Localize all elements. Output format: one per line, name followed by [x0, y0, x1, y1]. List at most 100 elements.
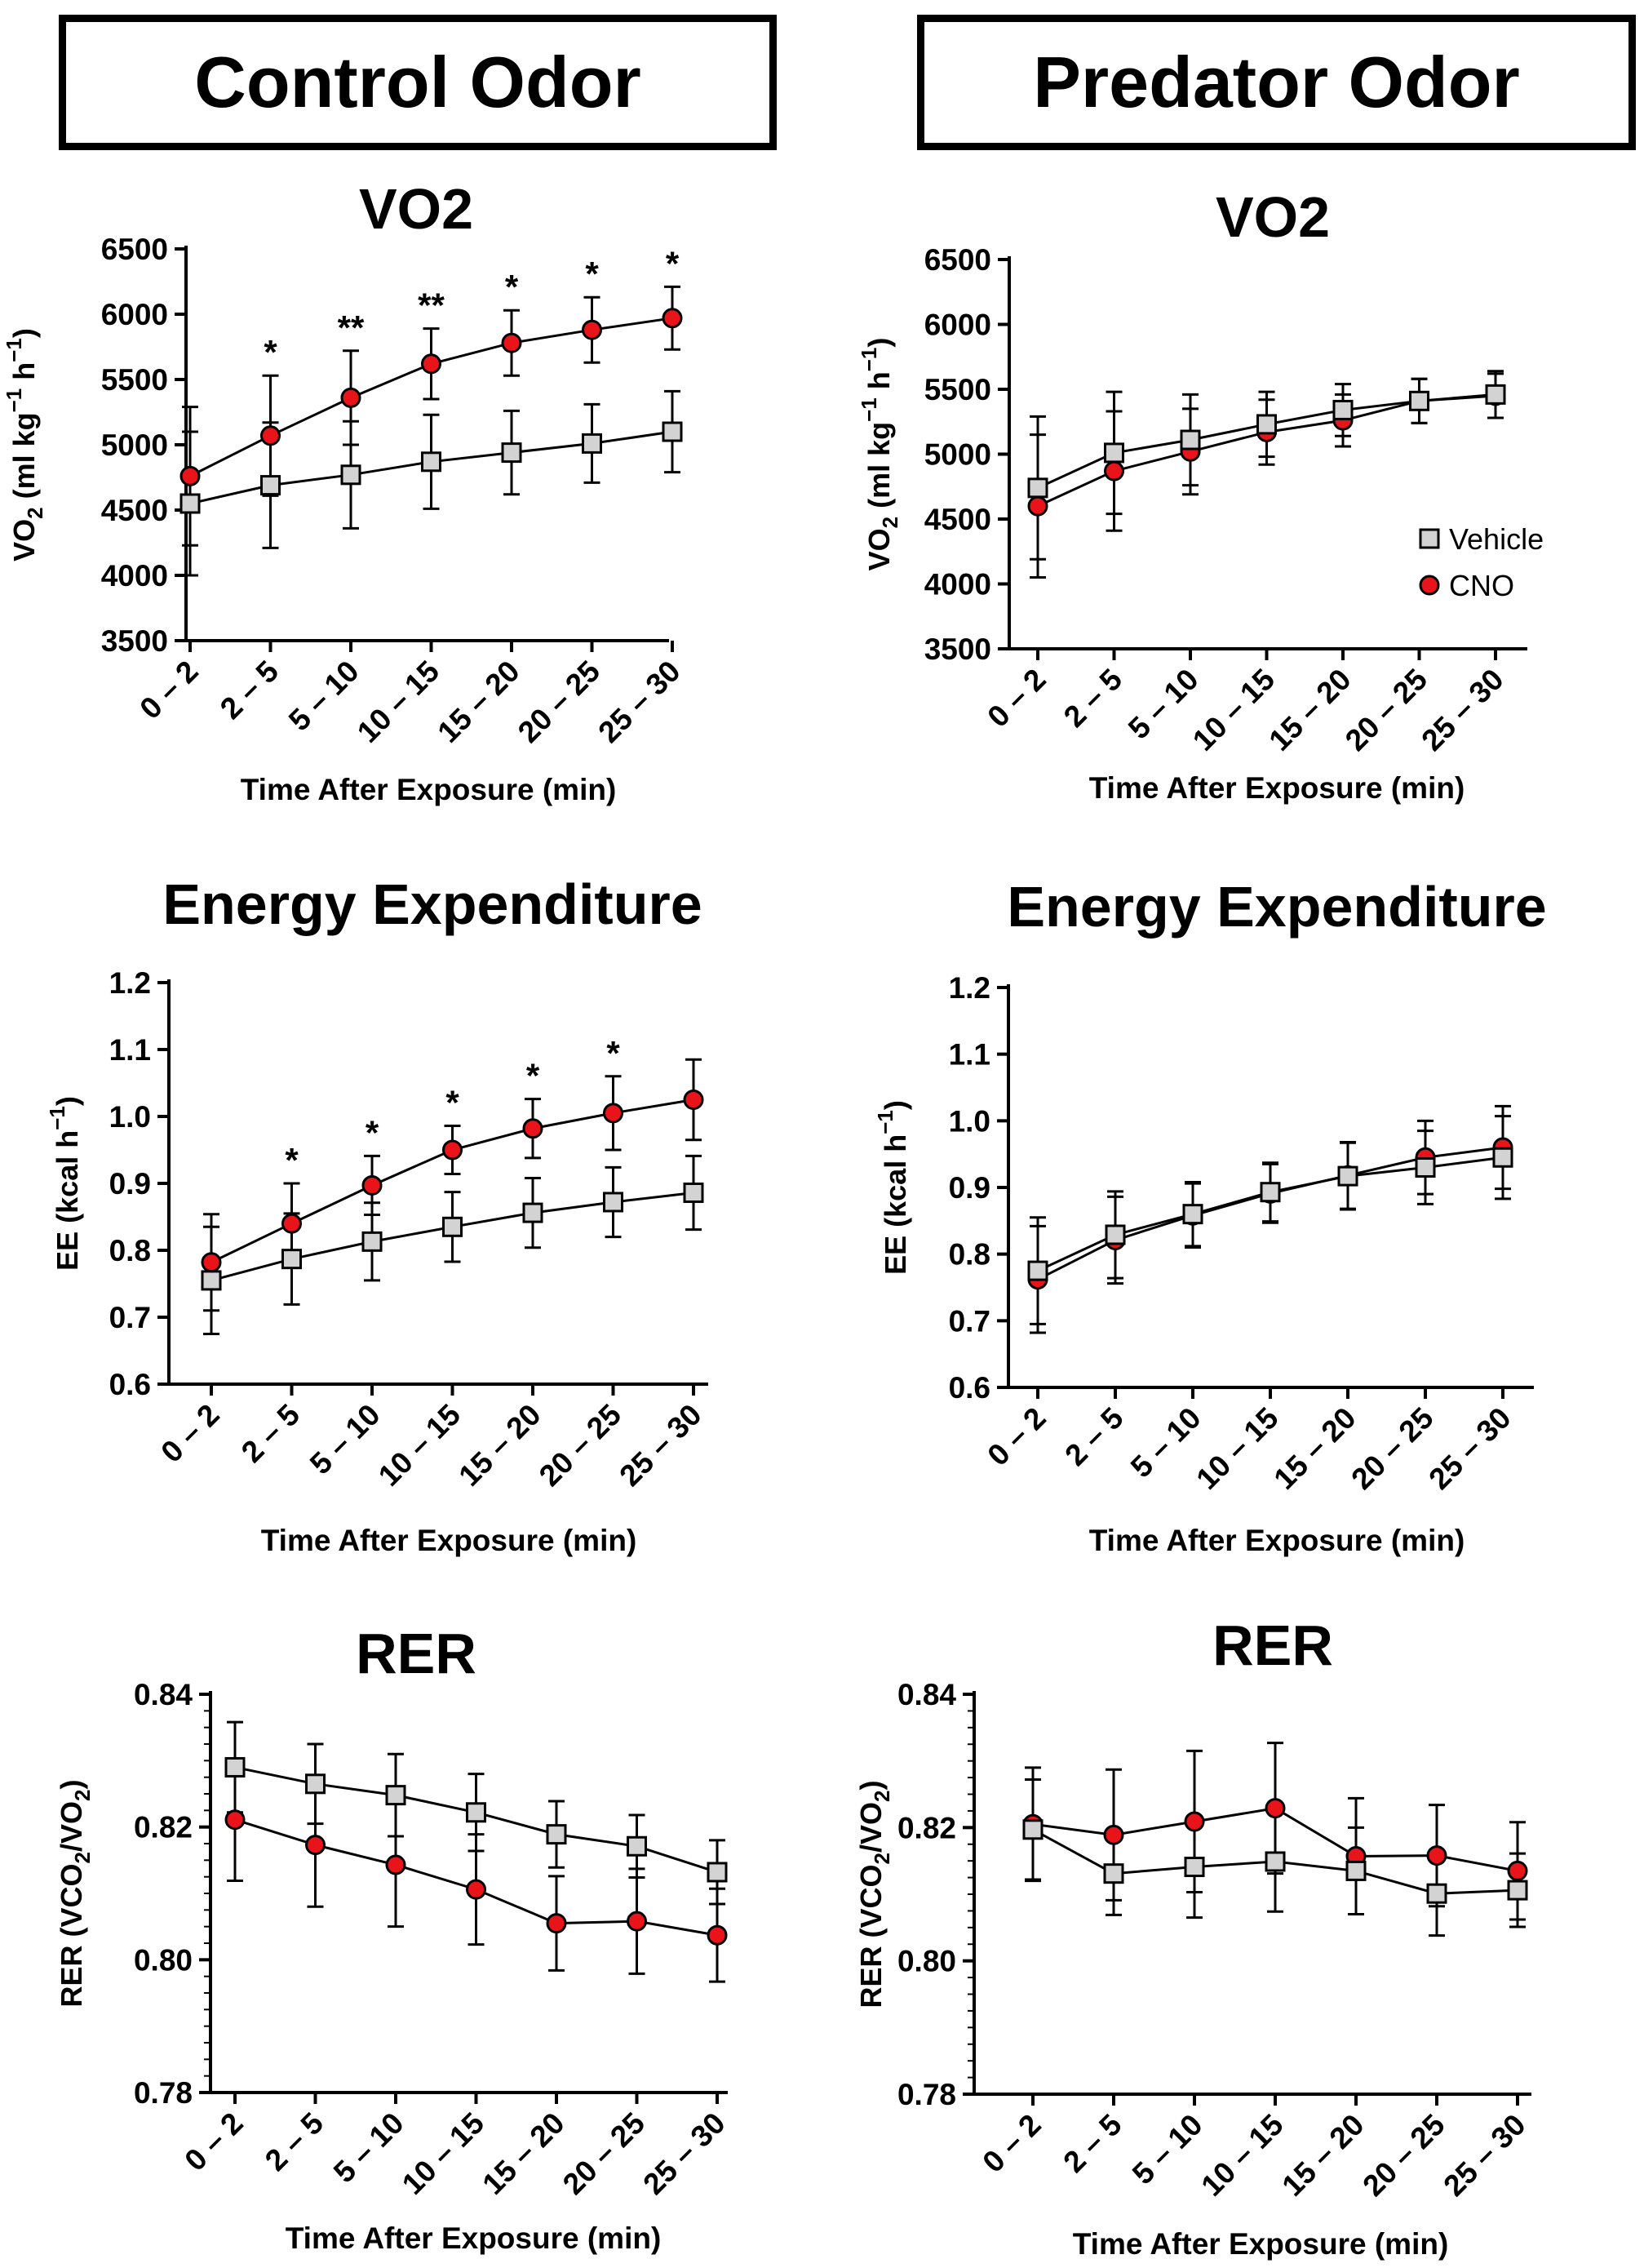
y-tick-label: 4500 [101, 494, 168, 527]
vehicle-marker [1260, 1182, 1281, 1203]
x-tick-label: 0 – 2 [154, 1398, 225, 1469]
control-odor-header: Control Odor [59, 15, 777, 150]
y-tick-label: 0.80 [134, 1943, 193, 1977]
vehicle-marker [627, 1835, 647, 1857]
x-tick-label: 15 – 20 [476, 2106, 570, 2201]
vehicle-marker [1265, 1851, 1286, 1872]
cno-marker [421, 353, 441, 375]
vehicle-marker [1105, 1224, 1126, 1245]
y-axis-label-part: −1 [45, 1106, 69, 1130]
vehicle-marker [1332, 399, 1354, 420]
x-tick-label: 0 – 2 [981, 1401, 1052, 1472]
series-vehicle [182, 389, 680, 577]
chart-title: Energy Expenditure [1007, 875, 1546, 939]
y-axis-label-part: h [862, 371, 896, 397]
vehicle-marker [1256, 414, 1277, 435]
x-tick-label: 10 – 15 [1190, 1401, 1284, 1496]
vehicle-marker [546, 1824, 567, 1845]
y-tick-label: 1.2 [949, 971, 990, 1005]
vehicle-marker [340, 464, 361, 486]
y-tick-label: 3500 [101, 624, 168, 658]
cno-marker [340, 387, 361, 408]
vehicle-marker [1485, 384, 1506, 405]
y-axis-label-part: ) [862, 338, 896, 348]
x-tick-label: 0 – 2 [178, 2106, 249, 2177]
vehicle-marker [1337, 1165, 1358, 1187]
cno-marker [260, 425, 281, 446]
y-axis-label-part: /VO [854, 1802, 888, 1853]
x-tick-label: 15 – 20 [431, 655, 525, 749]
cno-marker [1507, 1860, 1528, 1881]
y-axis-label-part: 2 [23, 507, 47, 518]
x-tick-label: 10 – 15 [1194, 2108, 1289, 2203]
y-tick-label: 0.8 [109, 1234, 151, 1267]
cno-marker [627, 1911, 647, 1932]
cno-marker [1104, 460, 1124, 482]
predator-ee-chart: Energy Expenditure 0.6 0.7 0.8 0.9 1.0 1.1 1.2 0… [873, 875, 1547, 1557]
vehicle-marker [1180, 429, 1201, 450]
x-tick-label: 25 – 30 [1415, 663, 1509, 757]
y-axis-label: EE (kcal h−1) [873, 1100, 912, 1275]
cno-marker [305, 1835, 326, 1856]
x-tick-label: 10 – 15 [396, 2106, 490, 2201]
vehicle-marker [466, 1802, 486, 1823]
cno-marker [361, 1174, 383, 1196]
vehicle-marker [421, 451, 441, 473]
y-tick-label: 0.7 [109, 1301, 151, 1334]
x-tick-label: 0 – 2 [981, 663, 1052, 734]
cno-marker [1265, 1798, 1286, 1819]
x-tick-label: 20 – 25 [556, 2106, 651, 2201]
cno-marker [1103, 1824, 1124, 1845]
significance-star: ** [418, 286, 445, 325]
cno-marker [707, 1924, 728, 1946]
predator-odor-title: Predator Odor [1033, 42, 1520, 122]
significance-star: * [666, 244, 680, 282]
vehicle-marker [179, 493, 201, 514]
y-tick-label: 0.82 [134, 1811, 193, 1844]
y-tick-label: 0.9 [949, 1171, 990, 1205]
x-tick-label: 25 – 30 [636, 2106, 731, 2201]
vehicle-marker [1103, 1863, 1124, 1884]
cno-marker [1027, 495, 1048, 517]
y-tick-label: 1.2 [109, 966, 151, 1000]
y-tick-label: 1.1 [109, 1033, 151, 1067]
cno-marker [281, 1213, 302, 1234]
vehicle-marker [522, 1202, 543, 1223]
y-axis-label-part: ) [51, 1096, 84, 1106]
cno-marker [501, 332, 522, 353]
vehicle-marker [603, 1192, 623, 1213]
y-tick-label: 0.82 [897, 1811, 956, 1844]
significance-star: * [366, 1113, 379, 1152]
x-tick-label: 25 – 30 [1422, 1401, 1517, 1496]
y-tick-label: 0.7 [949, 1304, 990, 1338]
y-tick-label: 0.6 [949, 1371, 990, 1405]
cno-marker [546, 1913, 567, 1934]
x-tick-label: 25 – 30 [592, 655, 686, 749]
vehicle-marker [201, 1270, 222, 1291]
cno-marker [603, 1103, 623, 1124]
y-tick-label: 4000 [924, 568, 991, 601]
vehicle-marker [442, 1216, 463, 1237]
chart-title: RER [356, 1622, 476, 1685]
y-axis-label: RER (VCO2/VO2) [55, 1780, 95, 2008]
y-axis-label-part: (ml kg [862, 422, 896, 517]
vehicle-marker [1492, 1147, 1513, 1168]
vehicle-marker [707, 1862, 728, 1883]
y-tick-label: 0.84 [134, 1678, 193, 1711]
y-axis-label-part: 2 [70, 1852, 95, 1863]
significance-star: * [526, 1057, 540, 1095]
y-axis-label-part: VO [862, 528, 896, 570]
significance-star: ** [338, 308, 365, 347]
vehicle-marker [1184, 1857, 1205, 1878]
y-tick-label: 5500 [924, 373, 991, 406]
y-tick-label: 4000 [101, 559, 168, 593]
control-odor-title: Control Odor [194, 42, 641, 122]
y-axis-label-part: /VO [55, 1801, 88, 1852]
x-tick-label: 20 – 25 [1345, 1401, 1439, 1496]
vehicle-marker [260, 475, 281, 496]
y-tick-label: 5500 [101, 363, 168, 397]
vehicle-marker [1507, 1880, 1528, 1901]
